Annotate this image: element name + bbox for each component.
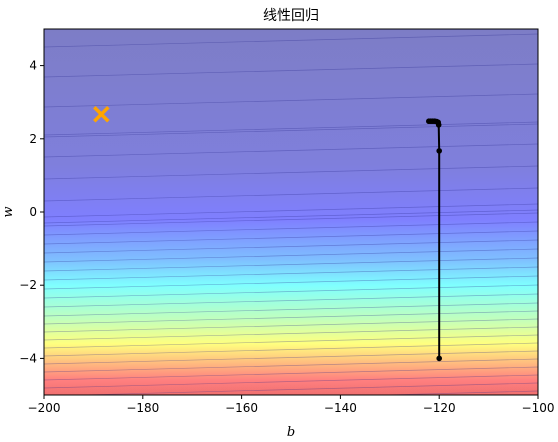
contour-line [44, 33, 538, 48]
x-tick-label: −120 [423, 401, 456, 415]
x-tick-label: −200 [28, 401, 61, 415]
contour-line [44, 284, 538, 299]
x-axis-label: b [287, 425, 295, 440]
x-tick-label: −140 [324, 401, 357, 415]
y-axis-ticks: −4 −2 0 2 4 [19, 59, 44, 365]
contour-line [44, 302, 538, 317]
contour-line [44, 374, 538, 389]
contour-line [44, 366, 538, 381]
contour-line [44, 143, 538, 158]
y-tick-label: −4 [19, 351, 37, 365]
x-axis-ticks: −200 −180 −160 −140 −120 −100 [28, 395, 555, 415]
contour-line [44, 248, 538, 263]
contour-line [44, 209, 538, 224]
chart-title: 线性回归 [263, 7, 319, 24]
trajectory-point [426, 118, 432, 125]
x-tick-label: −160 [225, 401, 258, 415]
y-tick-label: −2 [19, 278, 37, 292]
contour-fill [44, 29, 538, 395]
contour-line [44, 334, 538, 349]
contour-line [44, 257, 538, 272]
contour-line [44, 326, 538, 341]
contour-line [44, 310, 538, 325]
contour-line [44, 350, 538, 365]
trajectory-point [436, 355, 443, 362]
contour-line [44, 266, 538, 281]
contour-line [44, 121, 538, 136]
contour-line [44, 63, 538, 78]
contour-line [44, 239, 538, 254]
contour-line [44, 293, 538, 308]
contour-line [68, 382, 538, 395]
x-tick-label: −180 [126, 401, 159, 415]
optimum-marker [93, 106, 110, 123]
contour-line [44, 187, 538, 202]
contour-line [44, 165, 538, 180]
contour-line [44, 212, 538, 227]
trajectory-points [426, 118, 443, 362]
optimum-x-stroke [93, 106, 110, 123]
y-axis-label: w [1, 206, 16, 217]
contour-line [44, 342, 538, 357]
contour-lines [44, 33, 538, 412]
contour-line [44, 318, 538, 333]
x-tick-label: −100 [522, 401, 555, 415]
contour-line [44, 358, 538, 373]
y-tick-label: 2 [29, 132, 37, 146]
contour-line [44, 221, 538, 236]
y-tick-label: 0 [29, 205, 37, 219]
contour-line [44, 93, 538, 108]
contour-line [44, 230, 538, 245]
contour-line [44, 275, 538, 290]
contour-line [44, 123, 538, 138]
y-tick-label: 4 [29, 59, 37, 73]
contour-line [44, 203, 538, 218]
contour-line [44, 399, 538, 412]
trajectory-point [436, 148, 443, 154]
contour-line [372, 390, 538, 395]
